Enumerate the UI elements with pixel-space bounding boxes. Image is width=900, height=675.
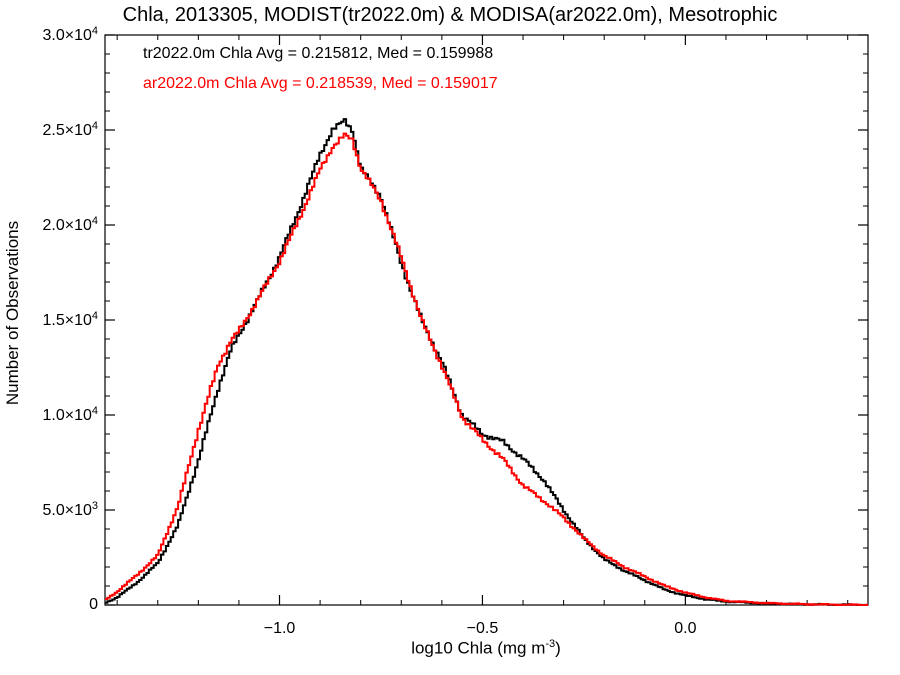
y-tick-label: 0 <box>89 596 98 614</box>
y-tick-exponent: 3 <box>91 499 98 512</box>
x-tick-label: 0.0 <box>674 620 697 637</box>
y-tick-base: 1.0×10 <box>42 407 92 425</box>
y-tick-base: 0 <box>89 596 98 613</box>
y-tick-exponent: 4 <box>91 119 98 132</box>
x-axis-label: log10 Chla (mg m-3) <box>411 638 561 659</box>
y-tick-base: 2.0×10 <box>42 217 92 235</box>
y-tick-exponent: 4 <box>91 404 98 417</box>
y-tick-label: 2.0×104 <box>42 215 98 235</box>
y-tick-base: 5.0×10 <box>42 502 92 520</box>
stats-annotation-tr: tr2022.0m Chla Avg = 0.215812, Med = 0.1… <box>143 45 494 62</box>
chart-title: Chla, 2013305, MODIST(tr2022.0m) & MODIS… <box>122 4 778 26</box>
stats-annotation-ar: ar2022.0m Chla Avg = 0.218539, Med = 0.1… <box>143 75 498 92</box>
plot-frame <box>104 34 869 606</box>
y-tick-label: 3.0×104 <box>42 25 98 45</box>
x-axis-label-text: log10 Chla (mg m <box>411 638 546 658</box>
histogram-series-2 <box>105 132 869 606</box>
x-axis-label-close: ) <box>555 638 561 658</box>
y-tick-label: 1.0×104 <box>42 405 98 425</box>
x-axis-label-exponent: -3 <box>545 638 556 650</box>
x-tick-label: −1.0 <box>263 620 296 637</box>
x-tick-label: −0.5 <box>466 620 499 637</box>
y-axis-label: Number of Observations <box>3 220 22 406</box>
y-tick-label: 1.5×104 <box>42 310 98 330</box>
y-tick-exponent: 4 <box>91 309 98 322</box>
y-tick-base: 2.5×10 <box>42 122 92 140</box>
axis-ticks <box>105 34 868 606</box>
y-tick-base: 3.0×10 <box>42 27 92 45</box>
series-layer <box>105 118 869 606</box>
y-tick-exponent: 4 <box>91 24 98 37</box>
y-tick-exponent: 4 <box>91 214 98 227</box>
y-tick-label: 2.5×104 <box>42 120 98 140</box>
y-tick-base: 1.5×10 <box>42 312 92 330</box>
y-tick-label: 5.0×103 <box>42 500 98 520</box>
